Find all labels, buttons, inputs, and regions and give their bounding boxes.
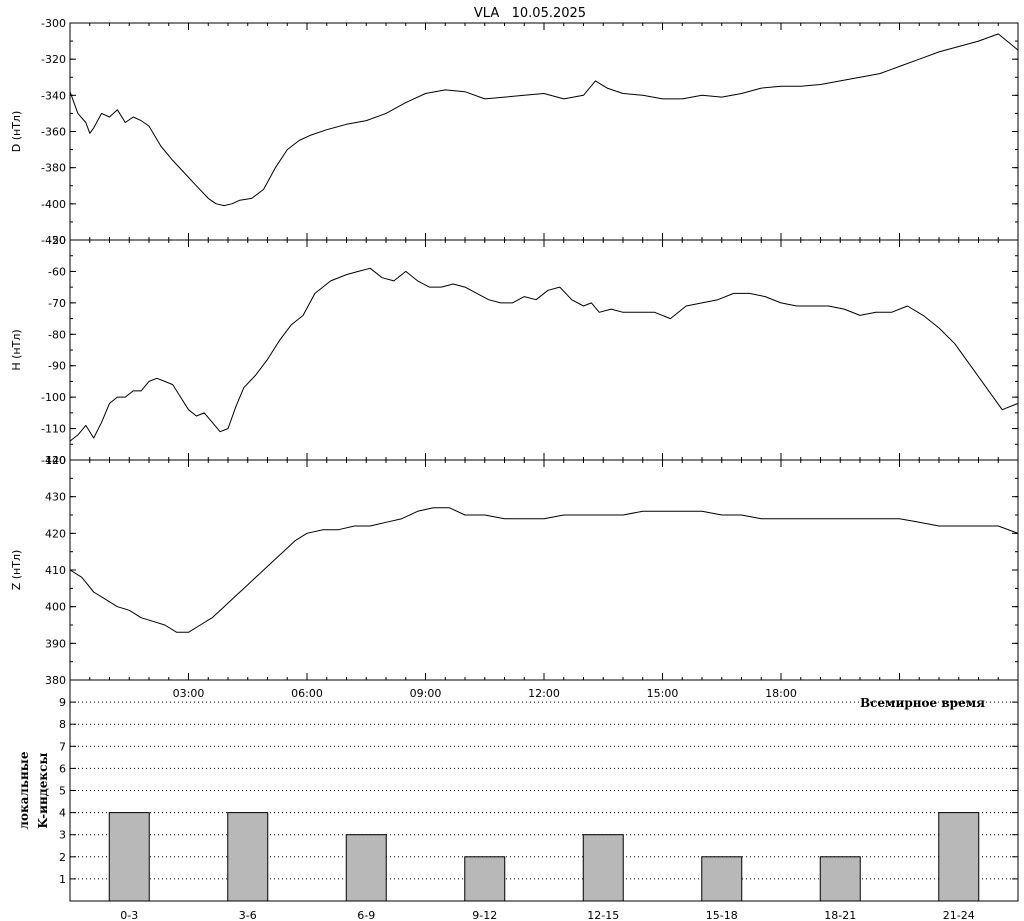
y-axis-label-line-1: локальные	[17, 751, 31, 829]
category-label: 9-12	[472, 909, 497, 921]
y-tick-label: -320	[41, 53, 66, 66]
y-tick-label: 410	[45, 564, 66, 577]
k-index-bar	[938, 812, 980, 902]
category-label: 6-9	[357, 909, 375, 921]
k-index-bar	[701, 856, 743, 902]
y-tick-label: -60	[48, 265, 66, 278]
y-tick-label: -50	[48, 234, 66, 247]
k-index-bar	[819, 856, 861, 902]
y-tick-label: 6	[59, 762, 66, 775]
y-tick-label: 430	[45, 491, 66, 504]
k-index-bar	[227, 812, 269, 902]
category-label: 18-21	[824, 909, 856, 921]
k-index-bar	[464, 856, 506, 902]
y-tick-label: -80	[48, 328, 66, 341]
y-tick-label: -90	[48, 360, 66, 373]
series-line-1	[69, 33, 1019, 207]
x-tick-label: 09:00	[410, 687, 442, 700]
panel-3-frame	[69, 459, 1019, 681]
k-index-bar	[582, 834, 624, 902]
y-tick-label: 1	[59, 873, 66, 886]
chart-title: VLA 10.05.2025	[474, 6, 586, 21]
y-tick-label: 5	[59, 785, 66, 798]
y-tick-label: 8	[59, 718, 66, 731]
y-axis-label: H (нТл)	[10, 329, 23, 370]
x-tick-label: 03:00	[173, 687, 205, 700]
category-label: 12-15	[587, 909, 619, 921]
x-tick-label: 06:00	[291, 687, 323, 700]
y-tick-label: 380	[45, 674, 66, 687]
panel-4-frame	[69, 679, 1019, 902]
y-tick-label: 2	[59, 851, 66, 864]
x-tick-label: 15:00	[647, 687, 679, 700]
y-tick-label: 4	[59, 807, 66, 820]
y-tick-label: -380	[41, 162, 66, 175]
y-tick-label: -70	[48, 297, 66, 310]
y-tick-label: 390	[45, 637, 66, 650]
category-label: 0-3	[120, 909, 138, 921]
k-index-bar	[345, 834, 387, 902]
x-tick-label: 18:00	[765, 687, 797, 700]
y-tick-label: 440	[45, 454, 66, 467]
k-index-bar	[108, 812, 150, 902]
panel-1-frame	[69, 22, 1019, 241]
x-tick-label: 12:00	[528, 687, 560, 700]
category-label: 21-24	[943, 909, 975, 921]
y-tick-label: 3	[59, 829, 66, 842]
y-axis-label: Z (нТл)	[10, 550, 23, 591]
y-tick-label: -360	[41, 126, 66, 139]
y-tick-label: 420	[45, 527, 66, 540]
y-tick-label: 9	[59, 696, 66, 709]
series-line-2	[69, 267, 1019, 442]
y-axis-label-line-2: K-индексы	[36, 753, 50, 829]
y-tick-label: -400	[41, 198, 66, 211]
series-line-3	[69, 507, 1019, 633]
category-label: 15-18	[706, 909, 738, 921]
y-tick-label: -120	[41, 454, 66, 467]
panel-2-frame	[69, 239, 1019, 461]
y-tick-label: -100	[41, 391, 66, 404]
y-axis-label: D (нТл)	[10, 111, 23, 153]
y-tick-label: -110	[41, 423, 66, 436]
y-tick-label: -340	[41, 89, 66, 102]
y-tick-label: -420	[41, 234, 66, 247]
y-tick-label: 400	[45, 601, 66, 614]
category-label: 3-6	[239, 909, 257, 921]
y-tick-label: -300	[41, 17, 66, 30]
x-axis-label: Всемирное время	[860, 696, 985, 710]
y-tick-label: 7	[59, 740, 66, 753]
